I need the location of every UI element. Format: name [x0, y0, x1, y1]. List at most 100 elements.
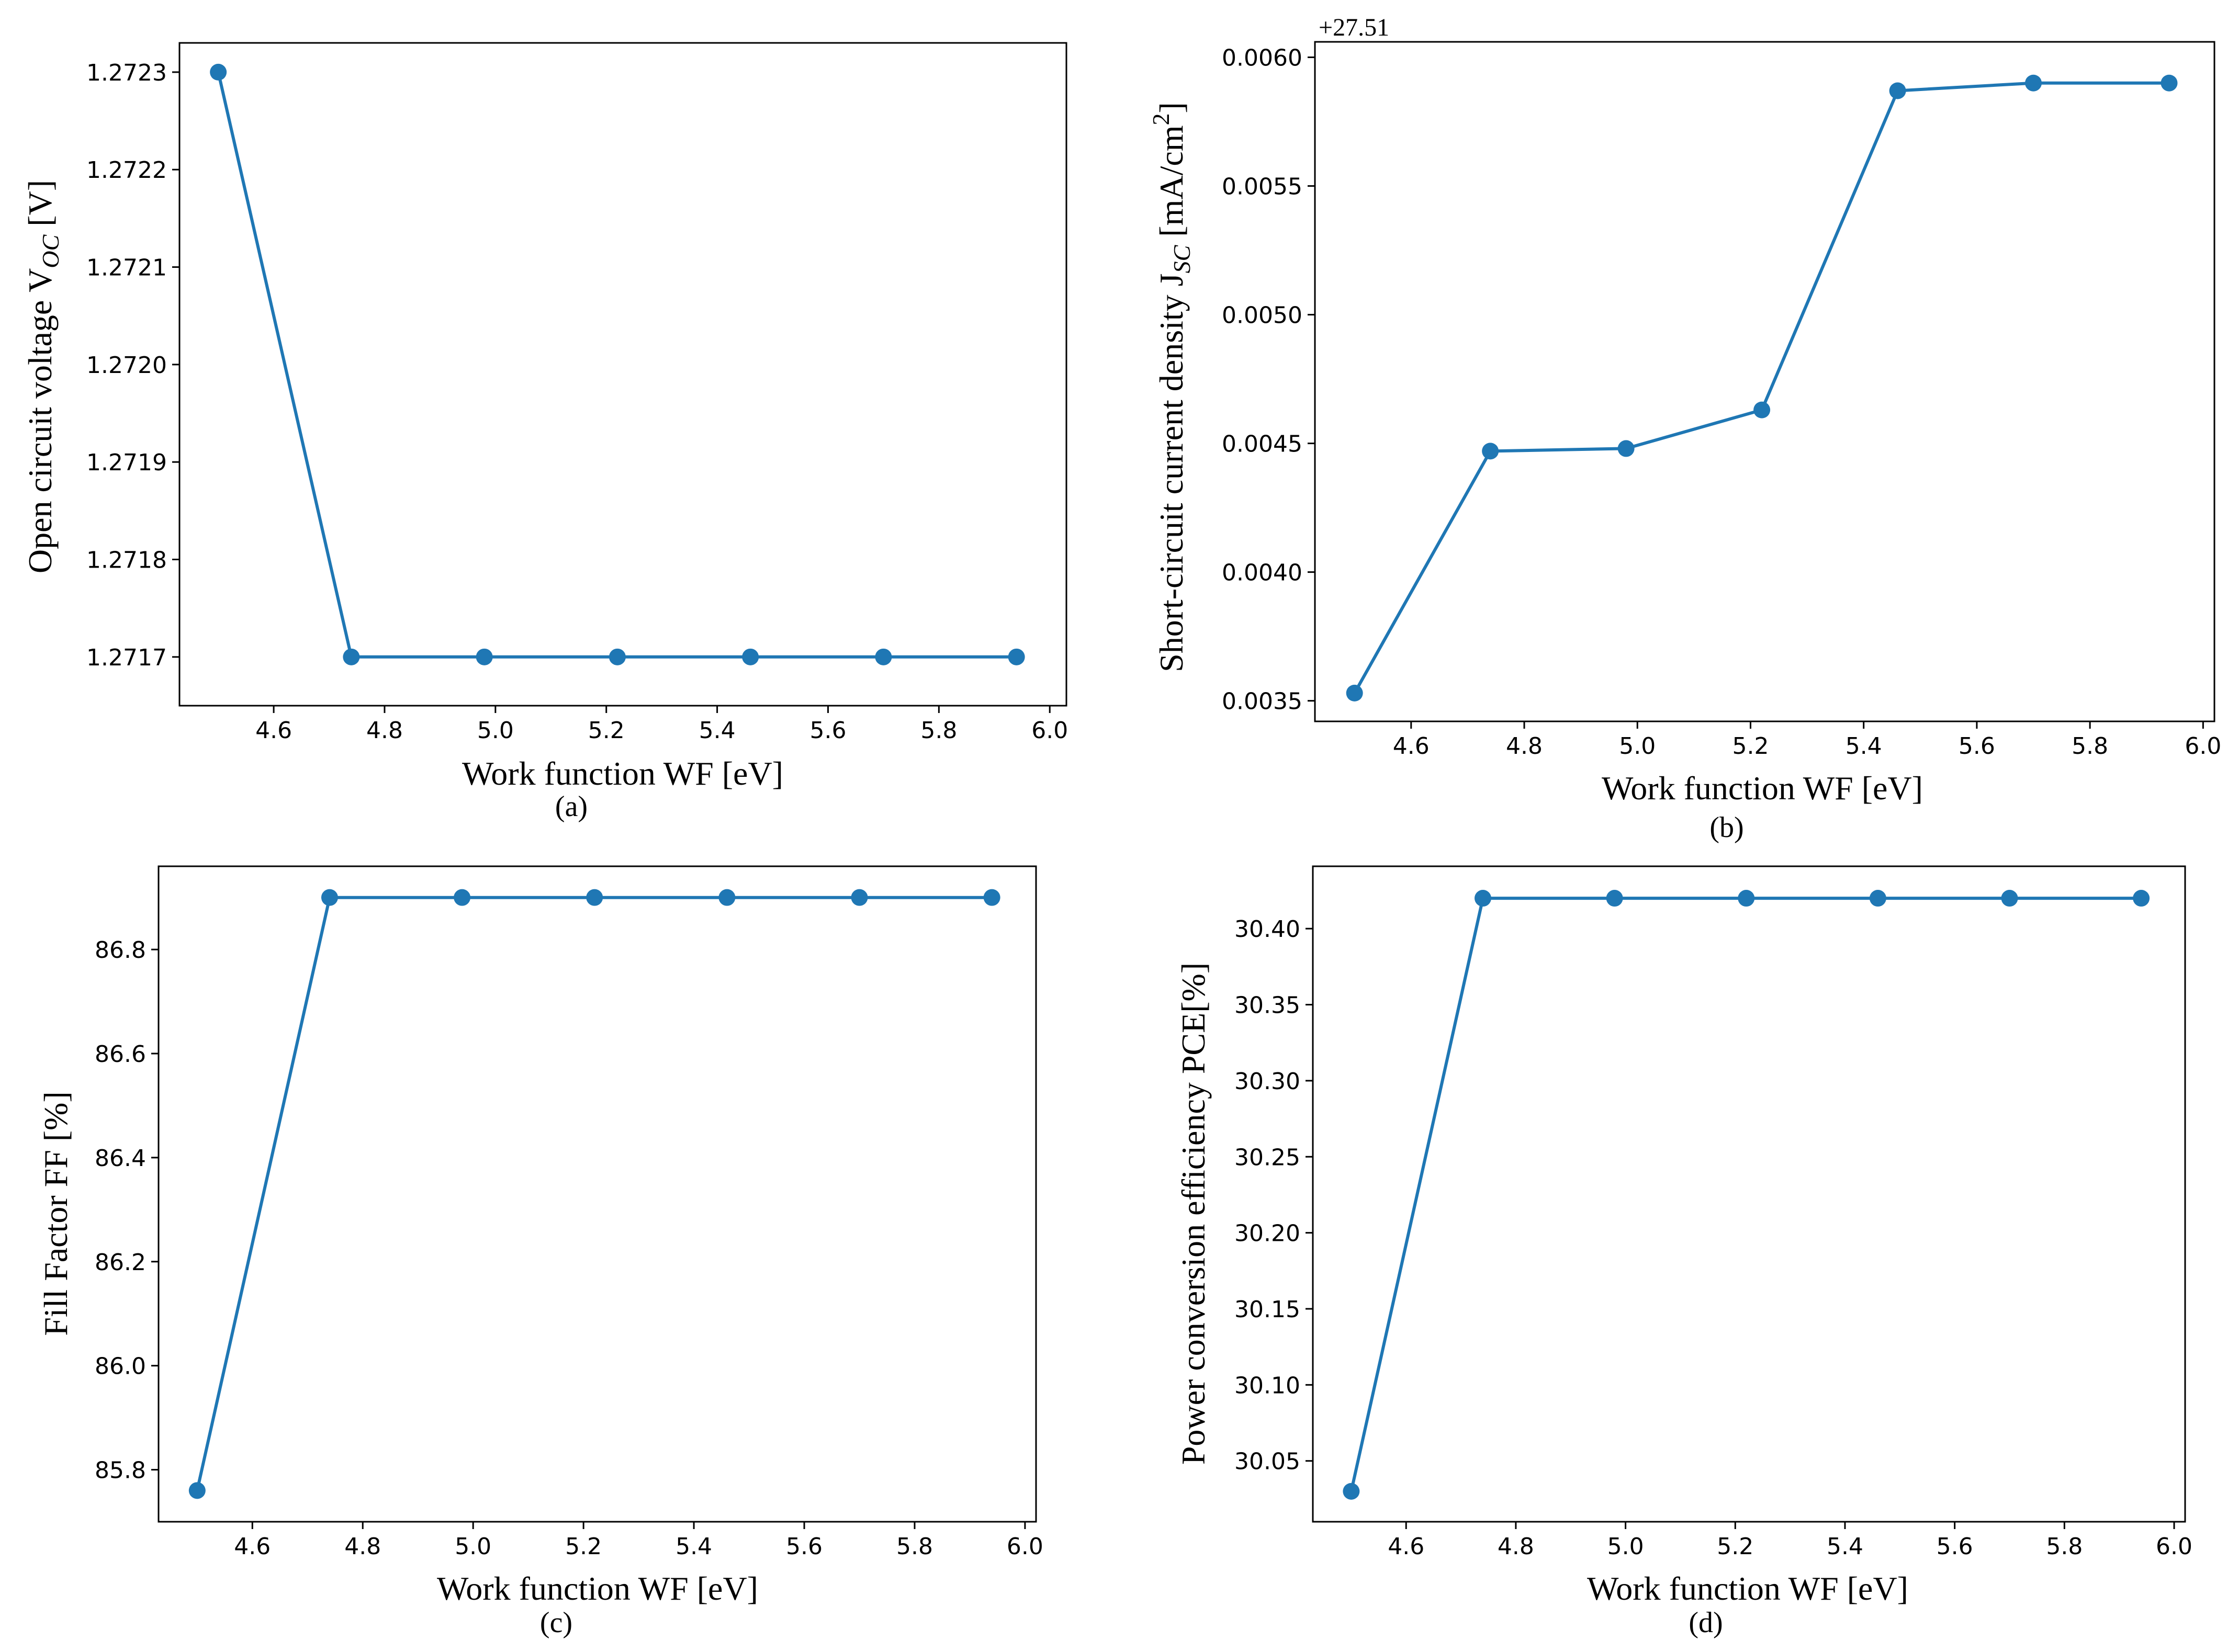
- x-tick-label-c-5: 5.6: [786, 1533, 823, 1560]
- data-point-d-6: [2133, 890, 2150, 907]
- x-tick-label-a-0: 4.6: [255, 717, 292, 744]
- caption-c: (c): [540, 1606, 572, 1639]
- plot-frame-c: [157, 865, 1037, 1523]
- chart-panel-d: Power conversion efficiency PCE[%] Work …: [1175, 865, 2192, 1639]
- data-point-b-2: [1617, 440, 1635, 457]
- x-tick-label-b-3: 5.2: [1732, 733, 1769, 760]
- y-tick-label-d-7: 30.40: [1234, 916, 1300, 943]
- x-tick-label-c-3: 5.2: [565, 1533, 602, 1560]
- y-axis-title-d: Power conversion efficiency PCE[%]: [1175, 963, 1212, 1465]
- y-tick-label-d-1: 30.10: [1234, 1372, 1300, 1399]
- x-tick-label-a-6: 5.8: [920, 717, 957, 744]
- y-axis-title-c: Fill Factor FF [%]: [37, 1091, 74, 1336]
- x-tick-label-c-0: 4.6: [234, 1533, 271, 1560]
- y-tick-label-d-0: 30.05: [1234, 1449, 1300, 1475]
- y-tick-label-d-5: 30.30: [1234, 1068, 1300, 1095]
- x-tick-label-c-6: 5.8: [896, 1533, 933, 1560]
- x-tick-label-c-2: 5.0: [455, 1533, 491, 1560]
- x-axis-title-a: Work function WF [eV]: [462, 755, 783, 792]
- x-tick-label-d-6: 5.8: [2046, 1533, 2083, 1560]
- x-tick-label-c-1: 4.8: [344, 1533, 381, 1560]
- y-tick-label-c-4: 86.6: [95, 1041, 146, 1068]
- y-tick-label-b-2: 0.0045: [1222, 431, 1302, 458]
- data-point-b-6: [2161, 74, 2178, 92]
- y-tick-label-a-1: 1.2718: [86, 547, 167, 574]
- data-point-c-0: [188, 1482, 206, 1499]
- data-point-a-1: [343, 648, 360, 665]
- data-point-c-1: [321, 889, 338, 906]
- y-tick-label-a-5: 1.2722: [86, 157, 167, 184]
- y-tick-label-d-4: 30.25: [1234, 1144, 1300, 1171]
- y-tick-label-a-3: 1.2720: [86, 352, 167, 379]
- y-tick-label-c-3: 86.4: [95, 1145, 146, 1172]
- y-tick-label-c-5: 86.8: [95, 937, 146, 964]
- x-tick-label-d-7: 6.0: [2156, 1533, 2192, 1560]
- data-point-b-3: [1753, 401, 1771, 418]
- plot-frame-d: [1312, 865, 2186, 1523]
- y-axis-title-a: Open circuit voltage VOC [V]: [21, 180, 64, 573]
- data-point-b-1: [1482, 443, 1499, 460]
- y-tick-label-b-0: 0.0035: [1222, 688, 1302, 715]
- chart-panel-a: Open circuit voltage VOC [V] Work functi…: [21, 42, 1068, 823]
- y-tick-label-a-6: 1.2723: [86, 60, 167, 86]
- x-tick-label-b-5: 5.6: [1959, 733, 1995, 760]
- y-tick-label-d-3: 30.20: [1234, 1220, 1300, 1247]
- data-point-a-2: [476, 648, 493, 665]
- data-point-d-1: [1475, 890, 1492, 907]
- caption-d: (d): [1689, 1606, 1723, 1639]
- caption-a: (a): [555, 790, 588, 823]
- data-point-a-4: [742, 648, 759, 665]
- data-point-d-2: [1606, 890, 1623, 907]
- x-axis-title-d: Work function WF [eV]: [1587, 1570, 1908, 1607]
- y-tick-label-b-3: 0.0050: [1222, 302, 1302, 329]
- data-point-d-5: [2001, 890, 2018, 907]
- y-tick-label-a-0: 1.2717: [86, 644, 167, 671]
- y-tick-label-a-4: 1.2721: [86, 255, 167, 281]
- data-point-b-5: [2025, 74, 2042, 92]
- y-tick-label-b-1: 0.0040: [1222, 560, 1302, 586]
- x-tick-label-a-4: 5.4: [699, 717, 736, 744]
- x-tick-label-b-1: 4.8: [1506, 733, 1543, 760]
- data-point-a-6: [1008, 648, 1025, 665]
- chart-panel-c: Fill Factor FF [%] Work function WF [eV]…: [37, 865, 1043, 1639]
- x-tick-label-b-2: 5.0: [1619, 733, 1656, 760]
- chart-panel-b: +27.51 Short-circuit current density JSC…: [1147, 14, 2221, 844]
- x-tick-label-b-6: 5.8: [2072, 733, 2108, 760]
- x-tick-label-d-1: 4.8: [1498, 1533, 1534, 1560]
- x-tick-label-d-3: 5.2: [1717, 1533, 1753, 1560]
- x-tick-label-a-7: 6.0: [1031, 717, 1068, 744]
- x-axis-title-b: Work function WF [eV]: [1602, 770, 1923, 807]
- plot-frame-b: [1314, 41, 2215, 722]
- x-tick-label-b-4: 5.4: [1846, 733, 1882, 760]
- y-tick-label-b-4: 0.0055: [1222, 174, 1302, 200]
- data-point-a-0: [210, 63, 227, 81]
- data-point-c-2: [454, 889, 471, 906]
- caption-b: (b): [1709, 811, 1743, 844]
- x-tick-label-c-7: 6.0: [1007, 1533, 1043, 1560]
- x-tick-label-d-2: 5.0: [1607, 1533, 1644, 1560]
- y-offset-label-b: +27.51: [1319, 14, 1389, 41]
- y-tick-label-c-2: 86.2: [95, 1249, 146, 1276]
- x-axis-title-c: Work function WF [eV]: [437, 1570, 758, 1607]
- x-tick-label-a-5: 5.6: [809, 717, 846, 744]
- data-point-b-4: [1889, 82, 1906, 99]
- data-point-a-3: [609, 648, 626, 665]
- y-tick-label-c-1: 86.0: [95, 1353, 146, 1380]
- x-tick-label-a-3: 5.2: [588, 717, 625, 744]
- x-tick-label-a-2: 5.0: [477, 717, 514, 744]
- x-tick-label-c-4: 5.4: [676, 1533, 712, 1560]
- x-tick-label-d-4: 5.4: [1827, 1533, 1863, 1560]
- x-tick-label-d-0: 4.6: [1388, 1533, 1424, 1560]
- x-tick-label-a-1: 4.8: [366, 717, 403, 744]
- y-tick-label-b-5: 0.0060: [1222, 45, 1302, 72]
- data-point-a-5: [875, 648, 892, 665]
- data-point-c-3: [586, 889, 603, 906]
- x-tick-label-d-5: 5.6: [1937, 1533, 1973, 1560]
- y-axis-title-b: Short-circuit current density JSC [mA/cm…: [1147, 102, 1195, 672]
- x-tick-label-b-0: 4.6: [1393, 733, 1430, 760]
- y-tick-label-a-2: 1.2719: [86, 449, 167, 476]
- data-point-c-5: [851, 889, 868, 906]
- data-point-d-4: [1869, 890, 1886, 907]
- y-tick-label-c-0: 85.8: [95, 1457, 146, 1484]
